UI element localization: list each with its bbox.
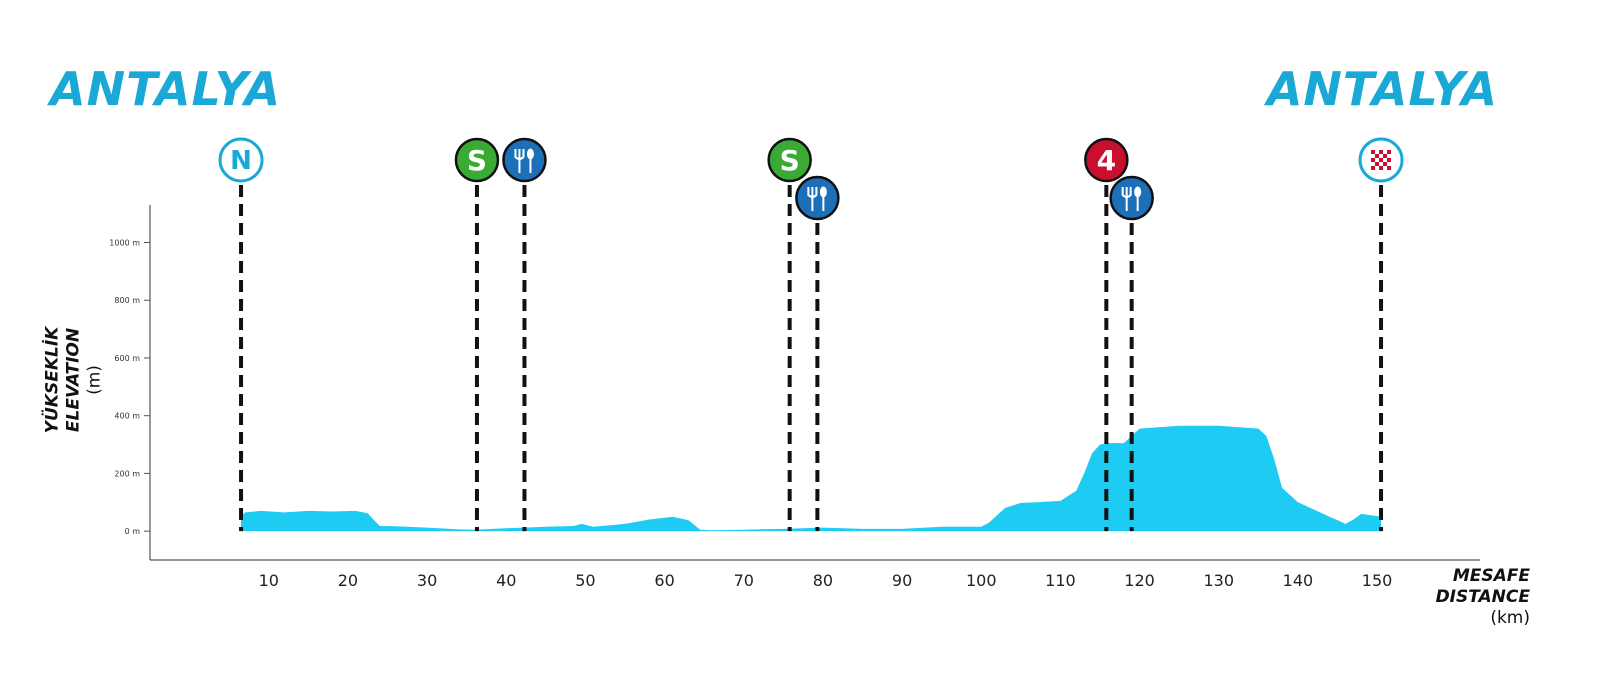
- x-tick-label: 110: [1045, 571, 1076, 590]
- elevation-profile-area: [241, 425, 1382, 532]
- checker-square: [1375, 162, 1380, 166]
- checker-square: [1387, 158, 1392, 162]
- checker-square: [1371, 166, 1376, 170]
- x-tick-label: 80: [813, 571, 833, 590]
- sprint-icon: [767, 137, 812, 183]
- x-axis-label-tr: MESAFE: [1452, 566, 1530, 586]
- y-tick-label: 800 m: [114, 296, 140, 305]
- start-city-title: ANTALYA: [50, 62, 282, 116]
- y-tick-label: 0 m: [125, 527, 141, 536]
- feed-zone-icon: [502, 137, 547, 183]
- x-tick-label: 100: [966, 571, 997, 590]
- fork-icon: [1121, 187, 1132, 211]
- checker-square: [1375, 154, 1380, 158]
- x-tick-label: 10: [259, 571, 279, 590]
- spoon-icon: [1134, 186, 1142, 198]
- feed-zone-icon: [1109, 175, 1154, 221]
- checker-square: [1379, 150, 1384, 154]
- finish-city-title: ANTALYA: [1266, 62, 1498, 116]
- y-tick-label: 400 m: [114, 412, 140, 421]
- neutral-start-icon: [218, 137, 264, 183]
- x-tick-label: 20: [338, 571, 358, 590]
- sprint-label: S: [467, 144, 487, 177]
- checker-square: [1371, 158, 1376, 162]
- sprint-label: S: [780, 144, 800, 177]
- neutral-start-label: N: [230, 146, 252, 176]
- x-axis-unit: (km): [1490, 608, 1530, 628]
- climb-category-icon: [1084, 137, 1129, 183]
- sprint-icon: [454, 137, 500, 183]
- checker-square: [1387, 166, 1392, 170]
- x-axis-label-en: DISTANCE: [1435, 587, 1530, 607]
- y-tick-label: 600 m: [114, 354, 140, 363]
- checker-square: [1371, 150, 1376, 154]
- fork-icon: [807, 187, 818, 211]
- x-tick-label: 40: [496, 571, 516, 590]
- x-tick-label: 130: [1203, 571, 1234, 590]
- checker-square: [1379, 166, 1384, 170]
- spoon-icon: [526, 148, 534, 160]
- x-tick-label: 150: [1362, 571, 1393, 590]
- fork-icon: [514, 149, 525, 173]
- checker-square: [1387, 150, 1392, 154]
- feed-zone-icon: [795, 175, 840, 221]
- checker-square: [1383, 162, 1388, 166]
- y-tick-label: 200 m: [114, 469, 140, 478]
- x-tick-label: 70: [734, 571, 754, 590]
- x-tick-label: 140: [1283, 571, 1314, 590]
- x-tick-label: 90: [892, 571, 912, 590]
- x-tick-label: 30: [417, 571, 437, 590]
- y-tick-label: 1000 m: [109, 239, 140, 248]
- x-tick-label: 60: [654, 571, 674, 590]
- checker-square: [1379, 158, 1384, 162]
- x-tick-label: 120: [1124, 571, 1155, 590]
- spoon-icon: [819, 186, 827, 198]
- x-axis-label: MESAFE DISTANCE (km): [1430, 566, 1530, 629]
- checker-square: [1383, 154, 1388, 158]
- climb-category-label: 4: [1097, 144, 1116, 177]
- x-tick-label: 50: [575, 571, 595, 590]
